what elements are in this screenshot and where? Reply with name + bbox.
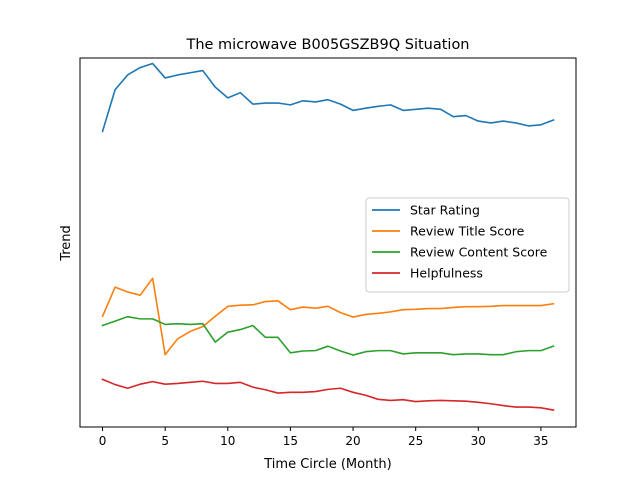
y-axis-label: Trend: [59, 225, 74, 262]
legend-label-2: Review Content Score: [410, 245, 548, 260]
series-line-0: [101, 62, 555, 133]
x-tick-label-1: 5: [161, 434, 169, 448]
x-axis-ticks: 0 5 10 15 20 25 30 35: [99, 427, 549, 448]
plot-lines: [101, 62, 555, 411]
legend-label-3: Helpfulness: [410, 266, 483, 281]
legend-box: [365, 197, 570, 293]
plot-frame: [79, 57, 577, 428]
x-axis-label: Time Circle (Month): [263, 457, 391, 472]
series-line-3: [101, 378, 555, 411]
legend: Star Rating Review Title Score Review Cont…: [365, 197, 570, 293]
x-tick-label-2: 10: [220, 434, 235, 448]
legend-label-0: Star Rating: [410, 203, 480, 218]
x-tick-label-6: 30: [471, 434, 486, 448]
x-tick-label-7: 35: [533, 434, 548, 448]
x-tick-label-4: 20: [345, 434, 360, 448]
series-line-1: [101, 277, 555, 356]
legend-label-1: Review Title Score: [410, 224, 525, 239]
chart-title: The microwave B005GSZB9Q Situation: [185, 37, 469, 53]
x-tick-label-5: 25: [408, 434, 423, 448]
x-tick-label-3: 15: [283, 434, 298, 448]
series-line-2: [101, 315, 555, 356]
x-tick-label-0: 0: [99, 434, 107, 448]
